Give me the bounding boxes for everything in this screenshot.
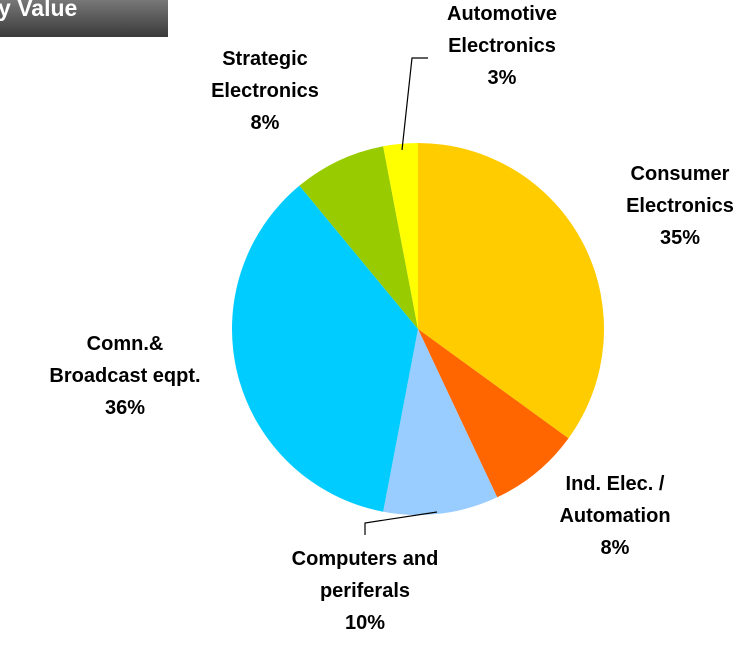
value-label: 3% xyxy=(488,67,517,89)
labels: Consumer Electronics 35% Ind. Elec. / Automa… xyxy=(49,3,733,634)
slice-label: Automotive Electronics xyxy=(447,3,557,57)
value-label: 36% xyxy=(105,397,145,419)
slice-label: Consumer Electronics xyxy=(626,163,734,217)
slice-label: Computers and periferals xyxy=(292,548,439,602)
pie xyxy=(232,143,604,515)
leader-line xyxy=(401,57,428,151)
value-label: 8% xyxy=(601,537,630,559)
slice xyxy=(418,329,569,498)
slice xyxy=(418,143,604,439)
chart-title: by Value xyxy=(0,0,77,21)
value-label: 35% xyxy=(660,227,700,249)
slice xyxy=(299,146,418,329)
slice xyxy=(383,143,418,329)
slice xyxy=(383,329,498,515)
title-box xyxy=(0,0,168,37)
leader-line xyxy=(364,511,438,535)
slice-label: Strategic Electronics xyxy=(211,48,319,102)
slice-label: Comn.& Broadcast eqpt. xyxy=(49,333,200,387)
slice-label: Ind. Elec. / Automation xyxy=(559,473,670,527)
slice xyxy=(232,185,418,512)
value-label: 8% xyxy=(251,112,280,134)
value-label: 10% xyxy=(345,612,385,634)
